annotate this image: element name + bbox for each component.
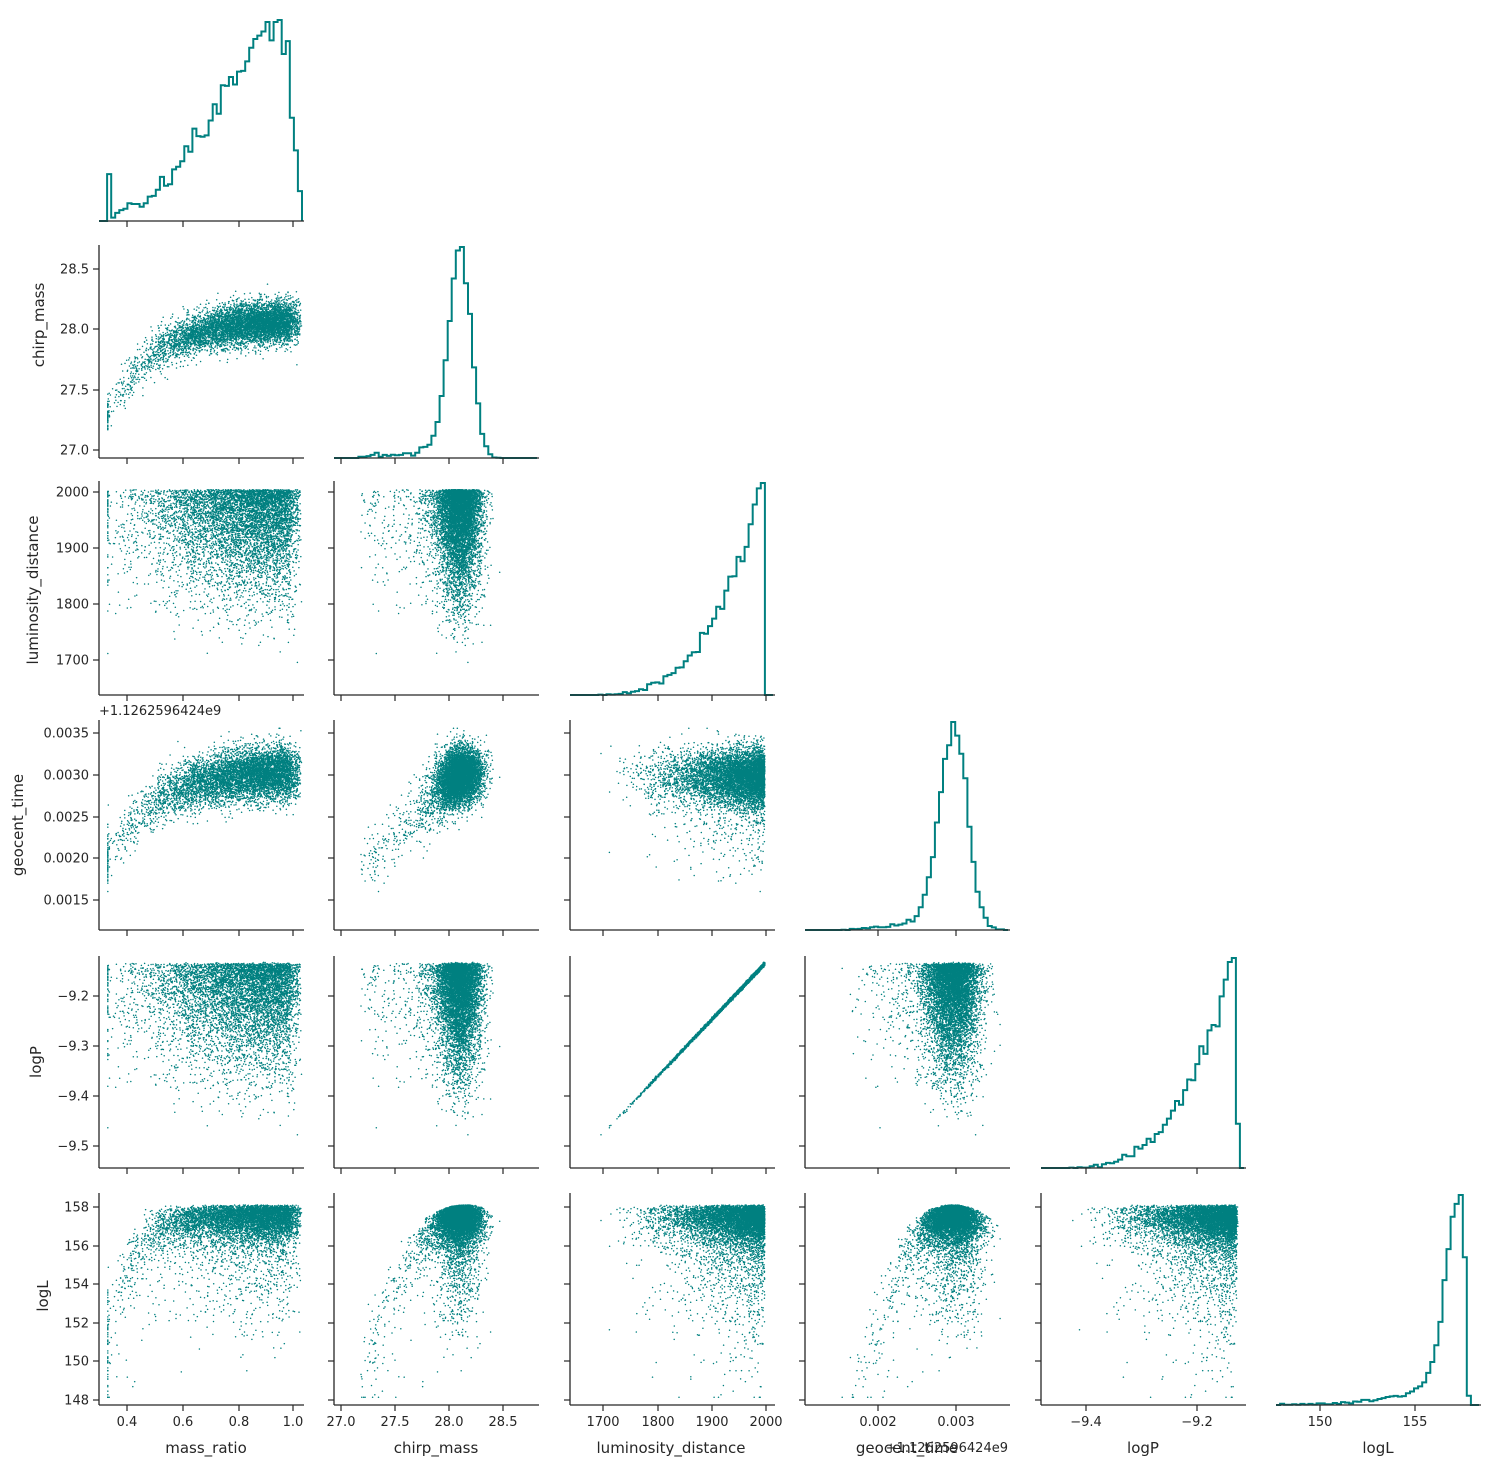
scatter-point (227, 342, 229, 344)
scatter-point (184, 337, 186, 339)
scatter-point (168, 353, 170, 355)
scatter-point (236, 303, 238, 305)
scatter-point (206, 300, 208, 302)
scatter-point (270, 301, 272, 303)
scatter-point (124, 402, 126, 404)
xlabel-mass-ratio: mass_ratio (165, 1439, 247, 1458)
scatter-point (123, 388, 125, 390)
scatter-point (163, 364, 165, 366)
ylabel-logL: logL (34, 1280, 52, 1312)
scatter-point (265, 341, 267, 343)
xlabel-logP: logP (1127, 1439, 1159, 1457)
scatter-point (223, 304, 225, 306)
scatter-point (213, 348, 215, 350)
geocent-time-x-offset-label: +1.1262596424e9 (886, 1441, 1008, 1456)
scatter-point (289, 331, 291, 333)
ylabel-geocent-time: geocent_time (9, 774, 28, 876)
scatter-point (135, 373, 137, 375)
scatter-point (138, 381, 140, 383)
scatter-point (160, 354, 162, 356)
scatter-point (117, 402, 119, 404)
scatter-point (230, 304, 232, 306)
scatter-point (161, 373, 163, 375)
scatter-point (149, 369, 151, 371)
scatter-point (279, 347, 281, 349)
scatter-point (238, 349, 240, 351)
scatter-point (152, 343, 154, 345)
scatter-point (155, 334, 157, 336)
xlabel-chirp-mass: chirp_mass (394, 1439, 479, 1458)
scatter-point (218, 344, 220, 346)
scatter-point (159, 333, 161, 335)
scatter-point (146, 372, 148, 374)
scatter-point (291, 306, 293, 308)
scatter-point (275, 350, 277, 352)
scatter-point (161, 321, 163, 323)
scatter-point (188, 318, 190, 320)
scatter-point (225, 351, 227, 353)
scatter-point (144, 359, 146, 361)
scatter-point (176, 356, 178, 358)
scatter-point (146, 348, 148, 350)
scatter-point (160, 371, 162, 373)
pair-plot-figure: mass_ratio chirp_mass luminosity_distanc… (0, 0, 1490, 1467)
scatter-point (300, 309, 302, 311)
scatter-point (157, 325, 159, 327)
scatter-point (124, 391, 126, 393)
scatter-point (217, 347, 219, 349)
ylabel-logP: logP (27, 1046, 45, 1078)
scatter-point (283, 301, 285, 303)
scatter-point (200, 304, 202, 306)
ylabel-chirp-mass: chirp_mass (30, 283, 49, 368)
scatter-point (165, 358, 167, 360)
scatter-point (244, 293, 246, 295)
scatter-point (296, 364, 298, 366)
scatter-point (292, 339, 294, 341)
scatter-point (202, 309, 204, 311)
scatter-point (130, 363, 132, 365)
scatter-point (227, 307, 229, 309)
scatter-point (188, 310, 190, 312)
xlabel-logL: logL (1362, 1439, 1394, 1457)
xlabel-luminosity-distance: luminosity_distance (597, 1439, 746, 1458)
scatter-point (296, 291, 298, 293)
scatter-point (192, 315, 194, 317)
scatter-point (130, 373, 132, 375)
geocent-time-y-offset-label: +1.1262596424e9 (99, 704, 221, 719)
scatter-point (207, 310, 209, 312)
scatter-point (270, 343, 272, 345)
scatter-point (292, 307, 294, 309)
ylabel-luminosity-distance: luminosity_distance (24, 516, 43, 665)
scatter-point (147, 364, 149, 366)
scatter-point (133, 392, 135, 394)
scatter-point (176, 367, 178, 369)
